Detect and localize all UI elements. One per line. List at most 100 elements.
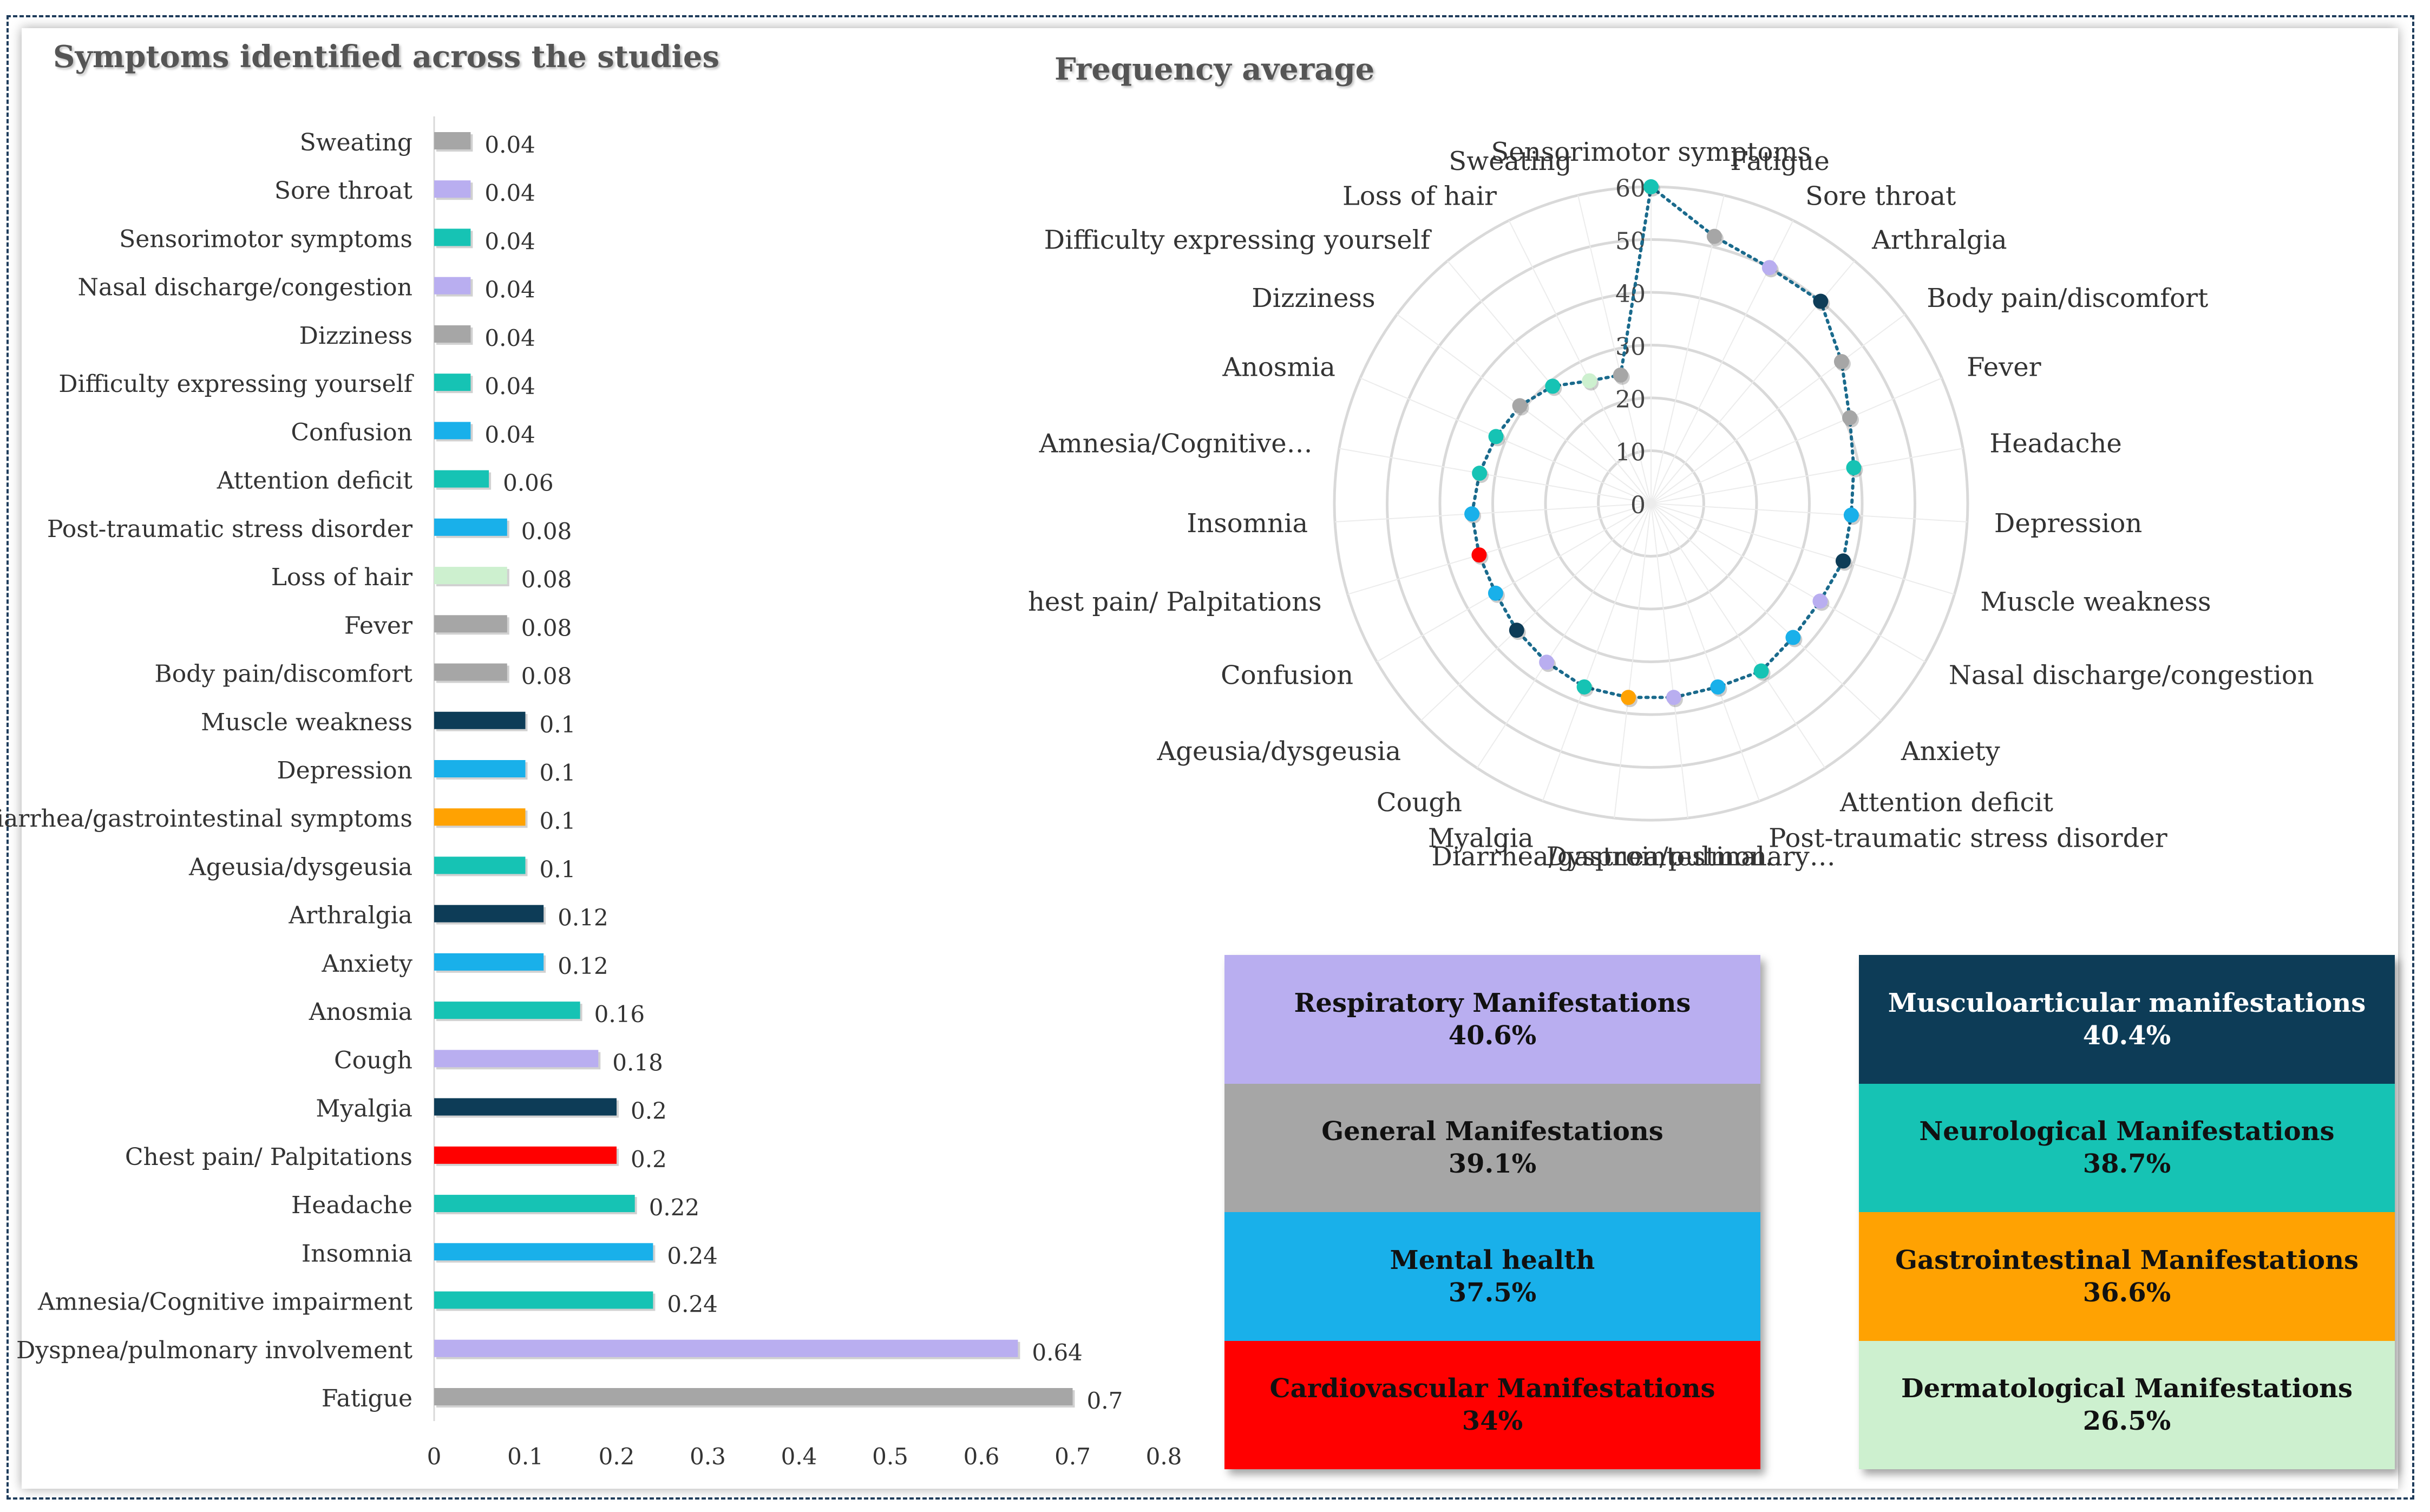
x-tick-label: 0.5	[872, 1443, 908, 1470]
radar-spoke	[1334, 503, 1652, 523]
bar	[434, 1388, 1073, 1405]
bar-value-label: 0.1	[540, 808, 576, 834]
legend-entry-name: Respiratory Manifestations	[1294, 987, 1691, 1018]
bar	[434, 663, 507, 681]
radar-spoke	[1360, 377, 1652, 504]
radar-axis-label: Cough	[1377, 788, 1462, 818]
radar-tick-label: 30	[1615, 333, 1646, 361]
radar-marker	[1753, 663, 1769, 679]
bar	[434, 132, 471, 149]
radar-axis-label: Depression	[1994, 508, 2142, 539]
legend-entry-value: 38.7%	[2082, 1149, 2171, 1180]
bar-value-label: 0.04	[484, 325, 535, 351]
radar-marker	[1813, 293, 1829, 309]
radar-spoke	[1577, 195, 1652, 504]
bar	[434, 277, 471, 294]
radar-spoke	[1650, 377, 1942, 504]
legend-right: Musculoarticular manifestations 40.4% Neur…	[1859, 955, 2395, 1469]
bar	[434, 953, 544, 971]
radar-axis-label: Difficulty expressing yourself	[1044, 225, 1432, 256]
radar-axis-label: Sweating	[1449, 146, 1571, 176]
legend-entry: Neurological Manifestations 38.7%	[1859, 1083, 2395, 1212]
radar-marker	[1471, 547, 1487, 563]
bar-category-label: Insomnia	[302, 1240, 412, 1267]
bar-category-label: Diarrhea/gastrointestinal symptoms	[0, 805, 412, 833]
legend-entry-name: Cardiovascular Manifestations	[1269, 1373, 1715, 1404]
radar-marker	[1706, 228, 1722, 244]
bar-category-label: Myalgia	[316, 1095, 412, 1123]
legend-entry-value: 36.6%	[2082, 1277, 2171, 1308]
radar-axis-label: Nasal discharge/congestion	[1949, 660, 2314, 691]
radar-axis-label: Loss of hair	[1342, 181, 1497, 212]
radar-spoke	[1650, 503, 1882, 722]
bar	[434, 760, 526, 777]
bar-value-label: 0.04	[484, 277, 535, 303]
radar-axis-label: Amnesia/Cognitive…	[1039, 429, 1313, 459]
bar-value-label: 0.1	[540, 760, 576, 786]
radar-spoke	[1650, 503, 1826, 769]
bar-value-label: 0.7	[1087, 1387, 1123, 1414]
radar-axis-label: Sensorimotor symptoms	[1491, 137, 1811, 167]
bar-value-label: 0.04	[484, 373, 535, 400]
bar-category-label: Chest pain/ Palpitations	[125, 1143, 412, 1171]
legend-entry: Musculoarticular manifestations 40.4%	[1859, 955, 2395, 1084]
radar-spoke	[1650, 503, 1926, 663]
legend-entry: Gastrointestinal Manifestations 36.6%	[1859, 1212, 2395, 1341]
radar-marker	[1835, 553, 1851, 569]
bar-category-label: Anosmia	[309, 998, 412, 1026]
bar-value-label: 0.2	[631, 1098, 667, 1124]
bar-category-label: Dizziness	[299, 322, 412, 350]
bar	[434, 567, 507, 585]
legend-entry-name: Dermatological Manifestations	[1901, 1373, 2353, 1404]
radar-axis-label: Attention deficit	[1839, 788, 2053, 818]
radar-axis-label: Anxiety	[1901, 736, 2000, 767]
bar-value-label: 0.16	[594, 1001, 645, 1027]
radar-marker	[1666, 690, 1681, 705]
radar-axis-label: Myalgia	[1428, 823, 1534, 854]
bar	[434, 1339, 1018, 1357]
bar-category-label: Ageusia/dysgeusia	[188, 853, 412, 881]
bar-value-label: 0.24	[667, 1242, 718, 1269]
radar-axis-label: Dyspnea/pulmonary…	[1547, 842, 1836, 872]
legend-entry: General Manifestations 39.1%	[1224, 1083, 1760, 1212]
x-tick-label: 0.1	[507, 1443, 543, 1470]
radar-spoke	[1614, 503, 1652, 819]
radar-spoke	[1542, 503, 1652, 802]
bar	[434, 470, 489, 488]
radar-marker	[1582, 373, 1597, 389]
bar-category-label: Difficulty expressing yourself	[58, 370, 414, 398]
radar-spoke	[1650, 195, 1725, 504]
bar-category-label: Sweating	[300, 129, 412, 156]
legend-entry-value: 39.1%	[1448, 1149, 1537, 1180]
radar-spoke	[1508, 220, 1652, 504]
bar-category-label: Post-traumatic stress disorder	[47, 515, 413, 543]
radar-marker	[1812, 593, 1828, 609]
legend-entry-name: Gastrointestinal Manifestations	[1895, 1245, 2359, 1275]
radar-axis-label: Confusion	[1221, 660, 1353, 691]
bar-category-label: Dyspnea/pulmonary involvement	[16, 1337, 412, 1364]
bar-value-label: 0.18	[612, 1049, 663, 1076]
bar-category-label: Body pain/discomfort	[154, 660, 412, 688]
legend-entry-value: 40.6%	[1448, 1020, 1537, 1051]
radar-marker	[1539, 654, 1555, 670]
bar	[434, 325, 471, 343]
bar-category-label: Amnesia/Cognitive impairment	[37, 1288, 412, 1316]
radar-spoke	[1420, 503, 1652, 722]
bar-value-label: 0.1	[540, 711, 576, 738]
legend-entry-name: General Manifestations	[1321, 1116, 1663, 1147]
bar-value-label: 0.04	[484, 180, 535, 206]
bar-value-label: 0.64	[1032, 1339, 1083, 1366]
radar-marker	[1488, 585, 1503, 601]
radar-spoke	[1650, 503, 1955, 595]
radar-spoke	[1347, 503, 1652, 595]
radar-marker	[1464, 506, 1480, 522]
bar-value-label: 0.12	[558, 905, 608, 931]
radar-marker	[1621, 690, 1636, 705]
radar-axis-label: Headache	[1989, 429, 2121, 459]
x-tick-label: 0	[427, 1443, 442, 1470]
bar	[434, 1002, 580, 1019]
radar-marker	[1512, 398, 1528, 414]
radar-axis-label: Fatigue	[1730, 146, 1829, 176]
radar-marker	[1576, 679, 1592, 695]
